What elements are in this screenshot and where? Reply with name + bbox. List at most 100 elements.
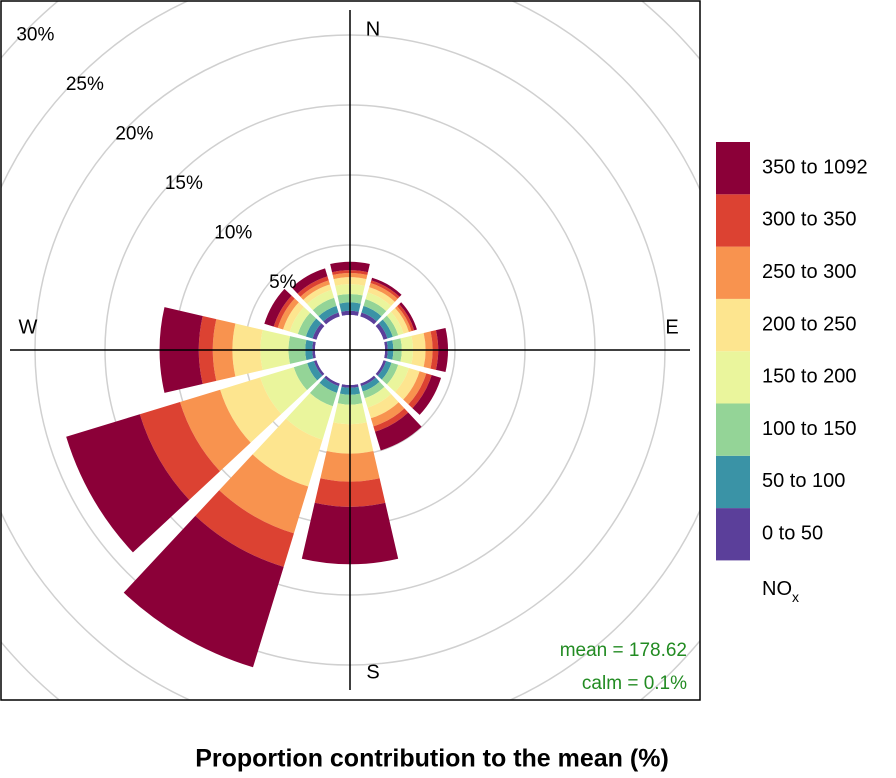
legend-swatch <box>716 455 750 509</box>
legend: 0 to 50 50 to 100 100 to 150 150 to 200 200 … <box>716 142 868 561</box>
annotation: calm = 0.1% <box>582 673 687 694</box>
bar-segment <box>360 312 377 325</box>
bar-segment <box>312 297 337 317</box>
bar-segment <box>303 284 332 304</box>
r-tick-label: 30% <box>16 24 54 45</box>
bar-segment <box>305 318 322 339</box>
bar-segment <box>381 362 399 385</box>
bar-segment <box>260 367 307 414</box>
bar-segment <box>365 292 392 312</box>
bars <box>66 261 449 668</box>
legend-label: 150 to 200 <box>762 366 857 388</box>
compass-label: N <box>366 18 380 40</box>
bar-segment <box>179 389 251 472</box>
bar-segment <box>370 402 405 427</box>
bar-segment <box>312 323 325 340</box>
bar-segment <box>220 377 282 443</box>
bar-segment <box>370 280 400 299</box>
bar-segment <box>300 280 330 300</box>
bar-segment <box>399 302 417 331</box>
legend-title: NOx <box>762 578 799 604</box>
bar-segment <box>360 375 376 387</box>
bar-segment <box>363 299 387 317</box>
legend-title-sub: x <box>792 589 799 605</box>
bar-segment <box>375 323 388 340</box>
bar-segment <box>252 418 323 487</box>
legend-label: 100 to 150 <box>762 418 857 440</box>
legend-label: 200 to 250 <box>762 313 857 335</box>
legend-swatch <box>716 142 750 195</box>
r-tick-label: 10% <box>214 222 252 243</box>
bar-segment <box>291 268 328 294</box>
bar-segment <box>318 305 339 322</box>
bar-segment <box>293 363 318 391</box>
r-tick-label: 20% <box>115 123 153 144</box>
axes <box>10 10 690 690</box>
bar-segment <box>323 312 340 325</box>
bar-segment <box>277 298 299 330</box>
legend-label: 350 to 1092 <box>762 156 868 178</box>
bar-segment <box>313 360 325 376</box>
legend-label: 300 to 350 <box>762 209 857 231</box>
bar-segment <box>286 393 333 440</box>
bar-segment <box>375 360 387 376</box>
legend-swatch <box>716 351 750 404</box>
bar-segment <box>408 373 432 409</box>
bar-segment <box>378 319 393 339</box>
bar-segment <box>273 295 295 328</box>
chart-title: Proportion contribution to the mean (%) <box>195 745 669 773</box>
bar-segment <box>309 382 337 407</box>
bar-segment <box>66 414 190 553</box>
bar-segment <box>319 377 339 393</box>
bar-segment <box>364 386 392 408</box>
bar-segment <box>374 412 422 451</box>
bar-segment <box>403 371 427 405</box>
bar-segment <box>371 277 402 297</box>
bar-segment <box>386 364 409 393</box>
bar-segment <box>369 283 398 302</box>
panel-border <box>0 0 701 701</box>
compass-label: W <box>19 316 38 338</box>
bar-segment <box>307 289 335 311</box>
annotation: mean = 178.62 <box>560 640 687 661</box>
bar-segment <box>195 490 294 567</box>
bar-segment <box>361 305 382 322</box>
bar-segment <box>264 288 292 327</box>
bar-segment <box>395 306 412 332</box>
bar-segment <box>219 454 309 534</box>
legend-swatch <box>716 194 750 247</box>
bar-segment <box>362 381 385 399</box>
bar-segment <box>382 315 399 337</box>
r-tick-label: 25% <box>66 74 104 95</box>
bar-segment <box>139 401 220 500</box>
bar-segment <box>373 408 409 432</box>
bar-segment <box>367 287 395 306</box>
compass-label: E <box>665 316 678 338</box>
r-tick-label: 15% <box>165 173 203 194</box>
bar-segment <box>324 375 340 387</box>
legend-swatch <box>716 508 750 561</box>
bar-segment <box>390 307 409 334</box>
legend-swatch <box>716 298 750 352</box>
bar-segment <box>386 311 404 336</box>
bar-segment <box>123 515 284 668</box>
r-tick-label: 5% <box>269 272 297 293</box>
legend-title-main: NO <box>762 578 792 600</box>
bar-segment <box>397 304 415 332</box>
legend-label: 0 to 50 <box>762 523 823 545</box>
bar-segment <box>289 307 311 335</box>
bar-segment <box>377 361 392 380</box>
legend-swatch <box>716 246 750 299</box>
legend-label: 250 to 300 <box>762 261 857 283</box>
bar-segment <box>283 302 304 332</box>
compass-label: S <box>366 661 379 683</box>
bar-segment <box>307 361 323 381</box>
legend-swatch <box>716 403 750 456</box>
bar-segment <box>412 374 442 415</box>
bar-segment <box>395 368 420 400</box>
bar-segment <box>367 394 399 419</box>
bar-segment <box>361 377 380 392</box>
bar-segment <box>297 276 329 297</box>
legend-label: 50 to 100 <box>762 470 845 492</box>
